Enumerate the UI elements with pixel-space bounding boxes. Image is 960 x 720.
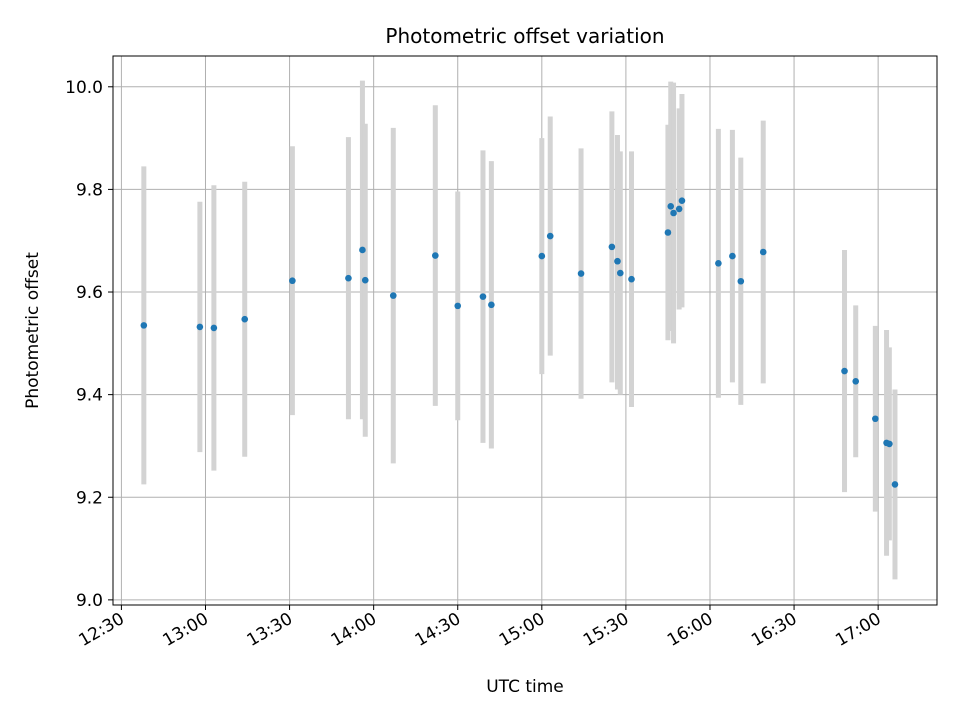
y-tick-label: 9.6	[76, 283, 103, 303]
y-axis-title: Photometric offset	[23, 252, 43, 409]
data-point	[759, 248, 767, 256]
data-point	[729, 252, 736, 260]
data-point	[454, 302, 462, 310]
data-points	[140, 197, 899, 488]
data-point	[241, 315, 249, 323]
y-tick-label: 9.2	[76, 488, 103, 508]
data-point	[140, 322, 148, 329]
data-point	[196, 323, 204, 331]
y-tick-label: 9.8	[76, 180, 103, 200]
y-tick-label: 10.0	[65, 78, 103, 98]
data-point	[675, 205, 683, 213]
data-point	[546, 232, 554, 240]
data-point	[432, 252, 439, 259]
data-point	[737, 277, 745, 285]
data-point	[289, 277, 296, 285]
data-point	[538, 252, 546, 260]
data-point	[670, 209, 677, 217]
data-point	[345, 274, 352, 282]
data-point	[608, 243, 616, 251]
data-point	[616, 269, 624, 277]
data-point	[667, 203, 675, 210]
data-point	[210, 324, 218, 332]
y-tick-label: 9.0	[76, 591, 103, 611]
x-axis-title: UTC time	[486, 677, 564, 697]
data-point	[872, 415, 879, 423]
plot-frame	[112, 55, 938, 606]
data-point	[479, 293, 487, 300]
y-tick-label: 9.4	[76, 386, 103, 406]
data-point	[359, 246, 366, 254]
grid-lines	[113, 56, 937, 605]
data-point	[389, 292, 397, 299]
data-point	[841, 367, 848, 375]
data-point	[488, 301, 495, 309]
y-axis-ticks: 9.0 9.2 9.4 9.6 9.8 10.0	[65, 78, 113, 611]
plot-area	[113, 56, 937, 605]
data-point	[678, 197, 686, 204]
data-point	[577, 270, 585, 277]
chart-title: Photometric offset variation	[385, 24, 664, 48]
data-point	[664, 229, 672, 236]
data-point	[715, 259, 722, 267]
data-point	[628, 275, 635, 283]
data-point	[361, 276, 369, 284]
data-point	[852, 377, 860, 385]
data-point	[886, 440, 893, 448]
data-point	[614, 257, 621, 265]
data-point	[891, 481, 899, 488]
